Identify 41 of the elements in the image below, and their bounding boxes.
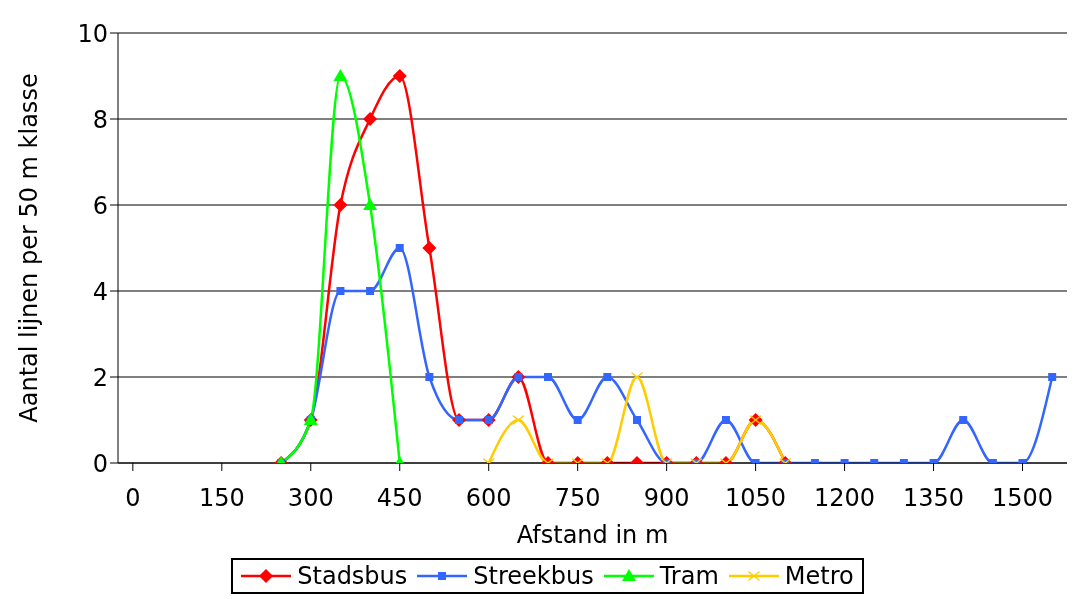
y-tick-label: 6 (92, 191, 108, 220)
point (632, 416, 641, 424)
y-tick-label: 10 (77, 19, 108, 48)
x-tick-label: 300 (287, 484, 334, 513)
point (1048, 373, 1057, 381)
point (333, 198, 348, 212)
legend-label: Streekbus (473, 562, 594, 590)
point (363, 198, 378, 210)
point (959, 416, 968, 424)
x-tick-label: 1050 (725, 484, 787, 513)
point (512, 415, 525, 425)
legend-label: Metro (784, 562, 854, 590)
point (573, 416, 582, 424)
point (425, 373, 434, 381)
x-axis-title: Afstand in m (516, 521, 669, 549)
x-tick-label: 600 (465, 484, 512, 513)
legend-label: Stadsbus (297, 562, 408, 590)
y-tick-label: 8 (92, 105, 108, 134)
point (336, 287, 345, 295)
x-tick-label: 900 (643, 484, 690, 513)
x-tick-label: 1350 (903, 484, 965, 513)
point (363, 112, 378, 126)
point (603, 373, 612, 381)
point (422, 241, 437, 255)
x-tick-label: 1500 (991, 484, 1054, 513)
x-tick-label: 0 (125, 484, 141, 513)
point (544, 373, 553, 381)
point (631, 372, 643, 382)
point (392, 69, 407, 83)
point (395, 244, 404, 252)
y-tick-label: 0 (92, 449, 108, 478)
y-axis-title: Aantal lijnen per 50 m klasse (14, 73, 43, 423)
legend-label: Tram (659, 562, 719, 590)
x-tick-label: 450 (376, 484, 423, 513)
y-tick-label: 4 (92, 277, 108, 306)
x-tick-label: 1200 (814, 484, 876, 513)
x-tick-label: 750 (554, 484, 601, 513)
x-tick-label: 150 (198, 484, 245, 513)
y-tick-label: 2 (92, 363, 108, 392)
point (366, 287, 375, 295)
point (721, 416, 730, 424)
